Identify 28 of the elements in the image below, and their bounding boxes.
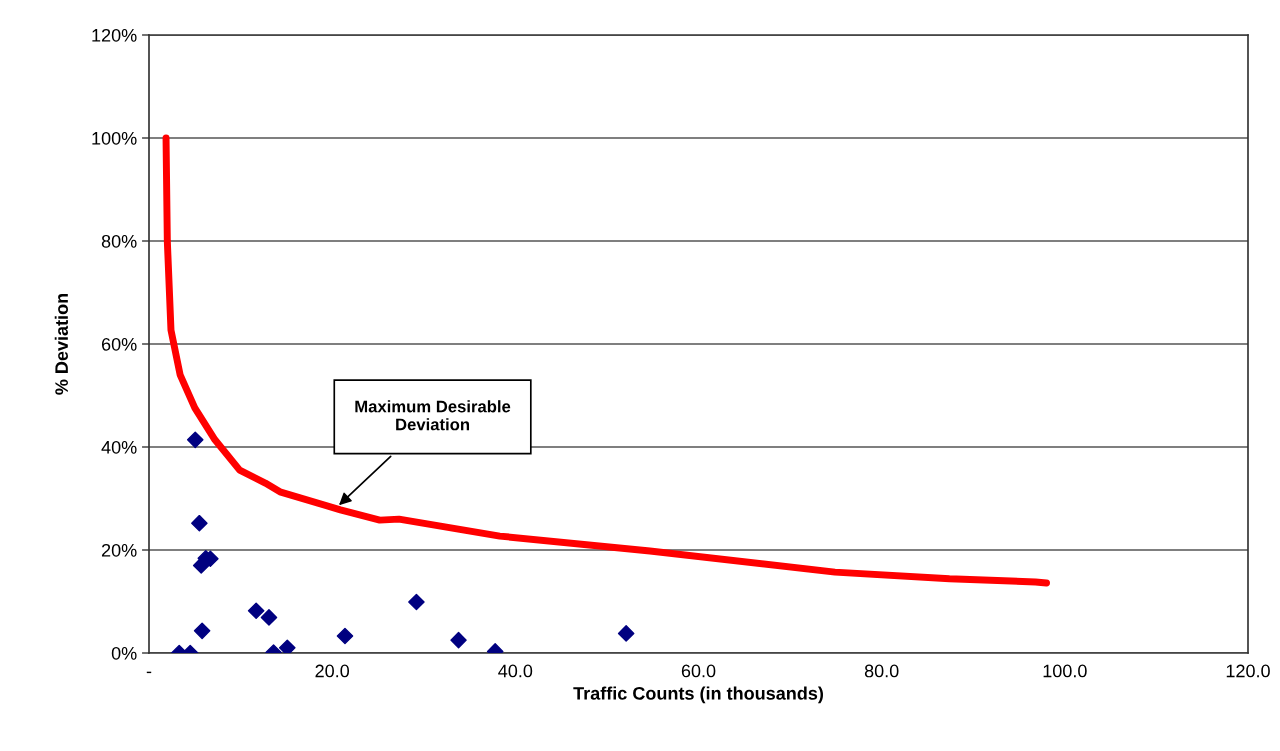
annotation: Maximum Desirable Deviation bbox=[355, 400, 511, 431]
x-tick-label: 80.0 bbox=[864, 664, 899, 678]
y-tick-label: 120% bbox=[92, 28, 137, 42]
point bbox=[186, 431, 204, 449]
point bbox=[192, 557, 210, 574]
point bbox=[278, 639, 296, 653]
y-tick-label: 80% bbox=[101, 234, 137, 248]
point bbox=[408, 593, 425, 611]
point bbox=[336, 627, 354, 645]
point bbox=[193, 622, 211, 640]
point bbox=[450, 631, 467, 649]
point bbox=[260, 609, 278, 626]
point bbox=[247, 602, 265, 620]
x-tick-label: 20.0 bbox=[315, 664, 350, 678]
x-axis-title: Traffic Counts (in thousands) bbox=[573, 686, 823, 704]
y-tick-label: 60% bbox=[101, 337, 137, 351]
y-axis-title: % Deviation bbox=[54, 293, 68, 395]
y-tick-label: 40% bbox=[101, 440, 137, 454]
x-tick-label: 100.0 bbox=[1043, 664, 1087, 678]
y-tick-label: 100% bbox=[92, 131, 137, 145]
y-tick-label: 20% bbox=[101, 543, 137, 557]
y-tick-label: 0% bbox=[111, 646, 137, 660]
point bbox=[191, 514, 208, 532]
x-tick-label: - bbox=[146, 671, 152, 674]
x-tick-label: 120.0 bbox=[1226, 664, 1270, 678]
x-tick-label: 60.0 bbox=[681, 664, 716, 678]
point bbox=[617, 625, 635, 642]
x-tick-label: 40.0 bbox=[498, 664, 533, 678]
